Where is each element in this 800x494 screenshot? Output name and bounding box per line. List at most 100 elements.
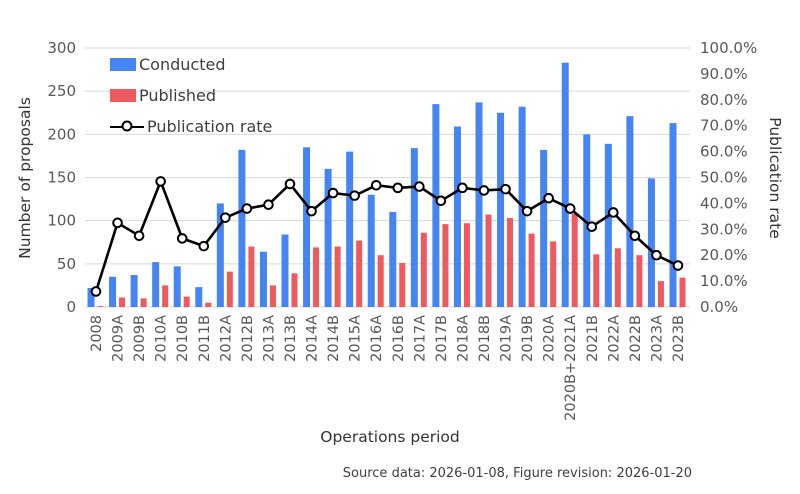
x-tick-label: 2010A [154, 315, 170, 362]
publication-rate-marker [500, 183, 511, 195]
legend-entry-publication-rate: Publication rate [110, 117, 273, 136]
x-tick-label: 2015A [348, 315, 364, 362]
bar-published [679, 277, 686, 307]
bar-conducted [540, 149, 548, 307]
y-tick-label-right: 100.0% [700, 39, 757, 57]
y-tick-label-left: 0 [66, 298, 76, 316]
bar-published [399, 262, 406, 307]
x-tick-label: 2012B [240, 315, 256, 362]
x-tick-label: 2014A [305, 315, 321, 362]
bar-published [507, 218, 514, 307]
x-axis-title: Operations period [320, 428, 460, 446]
x-tick-label: 2020B+2021A [563, 315, 579, 421]
bar-published [377, 255, 384, 307]
publication-rate-marker [521, 205, 533, 217]
legend-entry-published: Published [110, 86, 272, 105]
x-tick-label: 2016A [369, 315, 385, 362]
bar-published [485, 214, 492, 307]
x-tick-label: 2020A [542, 315, 558, 362]
x-tick-label: 2016B [391, 315, 407, 362]
x-tick-label: 2013A [261, 315, 277, 362]
y-tick-label-right: 30.0% [700, 220, 748, 238]
publication-rate-marker [457, 182, 468, 194]
x-tick-label: 2008 [89, 315, 105, 352]
bar-published [248, 246, 255, 307]
y-tick-label-left: 50 [57, 255, 76, 273]
chart-legend: Conducted Published Publication rate [110, 55, 273, 150]
bar-published [593, 254, 600, 307]
publication-rate-marker [672, 260, 684, 271]
source-note: Source data: 2026-01-08, Figure revision… [342, 466, 692, 481]
x-tick-label: 2014B [326, 315, 342, 362]
bar-conducted [626, 116, 634, 307]
publication-rate-marker [349, 190, 360, 201]
y-tick-label-left: 150 [47, 169, 76, 187]
bar-conducted [453, 126, 461, 308]
bar-conducted [281, 234, 289, 307]
publication-rate-marker [629, 230, 641, 242]
bar-conducted [669, 123, 677, 307]
x-tick-label: 2017B [434, 315, 450, 362]
bar-published [528, 233, 535, 307]
bar-published [162, 285, 169, 307]
x-tick-label: 2022B [628, 315, 644, 362]
bar-conducted [389, 212, 397, 307]
x-tick-label: 2009A [111, 315, 127, 362]
bar-conducted [432, 104, 440, 307]
x-tick-label: 2021B [585, 315, 601, 362]
bar-published [614, 248, 621, 307]
bar-conducted [346, 151, 354, 307]
publication-rate-marker [414, 181, 425, 192]
y-tick-label-right: 0.0% [700, 298, 738, 316]
publication-rate-marker [198, 240, 210, 252]
y-tick-label-right: 60.0% [700, 143, 748, 161]
y-tick-label-left: 200 [47, 125, 76, 143]
bar-published [356, 240, 363, 307]
bar-conducted [604, 143, 612, 307]
x-tick-label: 2023B [671, 315, 687, 362]
x-tick-label: 2019B [520, 315, 536, 362]
bar-conducted [647, 178, 655, 307]
publication-rate-marker [306, 205, 317, 217]
publication-rate-marker [133, 230, 145, 242]
legend-label: Publication rate [147, 117, 273, 136]
y-axis-left-title: Number of proposals [16, 97, 34, 259]
bar-conducted [561, 62, 569, 307]
publication-rate-marker [478, 185, 490, 196]
bar-published [183, 296, 190, 307]
x-tick-label: 2023A [649, 315, 665, 362]
publication-rate-marker [543, 192, 554, 204]
publication-rate-marker [435, 195, 447, 207]
y-tick-label-right: 50.0% [700, 169, 748, 187]
y-tick-label-right: 40.0% [700, 194, 748, 212]
publication-rate-marker [370, 179, 382, 191]
publication-rate-marker [608, 207, 619, 218]
bar-published [291, 273, 298, 307]
x-tick-label: 2022A [606, 315, 622, 362]
legend-label: Conducted [139, 55, 226, 74]
bar-conducted [324, 168, 332, 307]
publication-rate-marker [263, 199, 274, 210]
bar-conducted [87, 288, 95, 307]
conducted-swatch-icon [110, 58, 136, 71]
bar-conducted [303, 147, 311, 307]
bar-published [97, 306, 104, 307]
bar-conducted [583, 134, 591, 307]
bar-published [571, 213, 578, 307]
bar-published [550, 241, 557, 307]
bar-published [313, 247, 320, 307]
publication-rate-marker [564, 203, 576, 214]
publication-rate-marker [112, 217, 123, 229]
y-tick-label-right: 20.0% [700, 246, 748, 264]
publication-rate-marker [586, 221, 598, 233]
line-marker-swatch-icon [110, 120, 144, 132]
bar-published [420, 232, 427, 307]
bar-conducted [259, 251, 267, 307]
y-tick-label-right: 10.0% [700, 272, 748, 290]
bar-conducted [410, 148, 418, 307]
bar-conducted [238, 149, 246, 307]
published-swatch-icon [110, 89, 136, 102]
y-tick-label-right: 70.0% [700, 117, 748, 135]
